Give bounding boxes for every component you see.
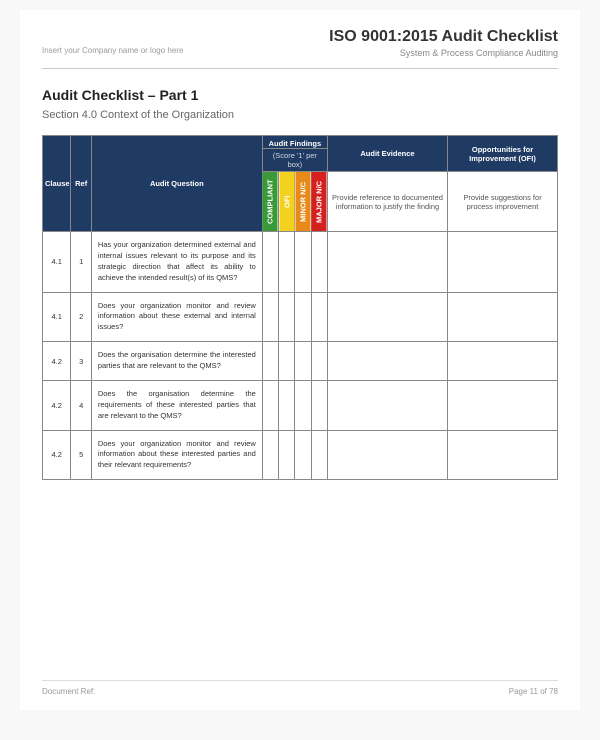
table-row: 4.2 4 Does the organisation determine th… xyxy=(43,380,558,430)
cell-compliant[interactable] xyxy=(262,342,278,381)
th-major-nc: MAJOR N/C xyxy=(311,172,327,232)
cell-minor[interactable] xyxy=(295,430,311,480)
table-body: 4.1 1 Has your organization determined e… xyxy=(43,232,558,480)
th-evidence-desc: Provide reference to documented informat… xyxy=(327,172,447,232)
cell-clause: 4.2 xyxy=(43,342,71,381)
cell-question: Does your organization monitor and revie… xyxy=(91,292,262,342)
th-findings-group: Audit Findings xyxy=(262,136,327,149)
cell-compliant[interactable] xyxy=(262,232,278,293)
cell-clause: 4.2 xyxy=(43,430,71,480)
th-minor-nc: MINOR N/C xyxy=(295,172,311,232)
cell-evidence[interactable] xyxy=(327,292,447,342)
document-title-block: ISO 9001:2015 Audit Checklist System & P… xyxy=(329,28,558,58)
cell-improvement[interactable] xyxy=(448,292,558,342)
cell-ref: 4 xyxy=(71,380,91,430)
header-divider xyxy=(42,68,558,69)
section-subtitle: Section 4.0 Context of the Organization xyxy=(42,109,558,121)
cell-ofi[interactable] xyxy=(279,232,295,293)
cell-improvement[interactable] xyxy=(448,232,558,293)
cell-major[interactable] xyxy=(311,342,327,381)
cell-ofi[interactable] xyxy=(279,292,295,342)
cell-compliant[interactable] xyxy=(262,380,278,430)
company-placeholder: Insert your Company name or logo here xyxy=(42,46,183,55)
cell-major[interactable] xyxy=(311,232,327,293)
cell-major[interactable] xyxy=(311,380,327,430)
cell-improvement[interactable] xyxy=(448,380,558,430)
section-title: Audit Checklist – Part 1 xyxy=(42,87,558,103)
cell-compliant[interactable] xyxy=(262,292,278,342)
table-header: Clause Ref Audit Question Audit Findings… xyxy=(43,136,558,232)
th-ofi: Opportunities for Improvement (OFI) xyxy=(448,136,558,172)
th-ofi-col: OFI xyxy=(279,172,295,232)
document-title: ISO 9001:2015 Audit Checklist xyxy=(329,28,558,46)
th-ofi-desc: Provide suggestions for process improvem… xyxy=(448,172,558,232)
th-findings-note: (Score '1' per box) xyxy=(262,149,327,172)
table-row: 4.1 1 Has your organization determined e… xyxy=(43,232,558,293)
cell-evidence[interactable] xyxy=(327,342,447,381)
cell-minor[interactable] xyxy=(295,292,311,342)
cell-clause: 4.1 xyxy=(43,232,71,293)
cell-evidence[interactable] xyxy=(327,430,447,480)
cell-improvement[interactable] xyxy=(448,342,558,381)
table-row: 4.2 3 Does the organisation determine th… xyxy=(43,342,558,381)
th-evidence: Audit Evidence xyxy=(327,136,447,172)
th-compliant: COMPLIANT xyxy=(262,172,278,232)
cell-ofi[interactable] xyxy=(279,430,295,480)
document-page: Insert your Company name or logo here IS… xyxy=(20,10,580,710)
cell-improvement[interactable] xyxy=(448,430,558,480)
cell-clause: 4.2 xyxy=(43,380,71,430)
cell-minor[interactable] xyxy=(295,232,311,293)
cell-minor[interactable] xyxy=(295,342,311,381)
cell-compliant[interactable] xyxy=(262,430,278,480)
cell-minor[interactable] xyxy=(295,380,311,430)
cell-ofi[interactable] xyxy=(279,342,295,381)
audit-checklist-table: Clause Ref Audit Question Audit Findings… xyxy=(42,135,558,480)
cell-evidence[interactable] xyxy=(327,380,447,430)
cell-evidence[interactable] xyxy=(327,232,447,293)
table-row: 4.1 2 Does your organization monitor and… xyxy=(43,292,558,342)
cell-question: Does the organisation determine the requ… xyxy=(91,380,262,430)
cell-ofi[interactable] xyxy=(279,380,295,430)
cell-clause: 4.1 xyxy=(43,292,71,342)
cell-ref: 1 xyxy=(71,232,91,293)
cell-question: Has your organization determined externa… xyxy=(91,232,262,293)
th-ref: Ref xyxy=(71,136,91,232)
cell-ref: 5 xyxy=(71,430,91,480)
page-header: Insert your Company name or logo here IS… xyxy=(42,28,558,58)
table-row: 4.2 5 Does your organization monitor and… xyxy=(43,430,558,480)
th-clause: Clause xyxy=(43,136,71,232)
cell-major[interactable] xyxy=(311,292,327,342)
cell-question: Does your organization monitor and revie… xyxy=(91,430,262,480)
footer-left: Document Ref: xyxy=(42,687,95,696)
page-footer: Document Ref: Page 11 of 78 xyxy=(42,680,558,696)
th-question: Audit Question xyxy=(91,136,262,232)
cell-ref: 3 xyxy=(71,342,91,381)
cell-question: Does the organisation determine the inte… xyxy=(91,342,262,381)
cell-major[interactable] xyxy=(311,430,327,480)
footer-right: Page 11 of 78 xyxy=(509,687,558,696)
cell-ref: 2 xyxy=(71,292,91,342)
document-subtitle: System & Process Compliance Auditing xyxy=(329,48,558,58)
